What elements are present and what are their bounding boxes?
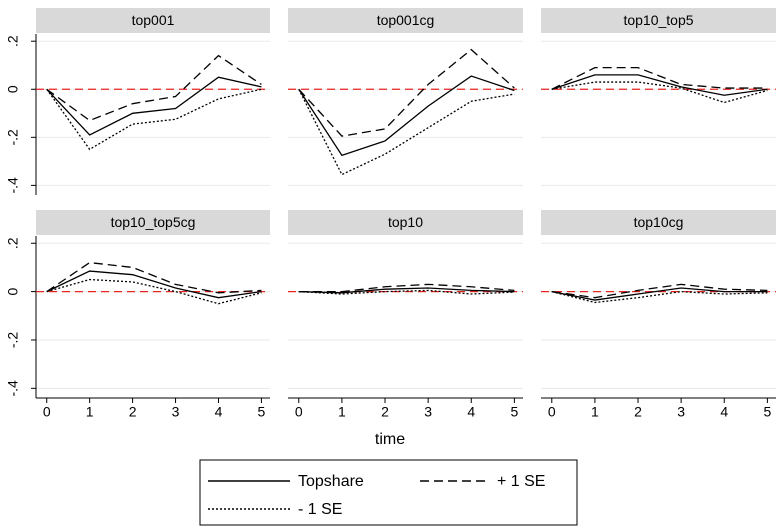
series-line — [551, 66, 768, 90]
y-tick-label: -.4 — [5, 177, 21, 194]
x-tick-label: 4 — [467, 404, 475, 420]
series-line — [46, 88, 262, 151]
x-axis-title: time — [375, 431, 405, 448]
panel-header — [288, 8, 523, 33]
y-tick-label: .2 — [5, 35, 21, 47]
x-tick-label: 2 — [129, 404, 137, 420]
series-line — [46, 278, 262, 305]
panel-header — [541, 8, 776, 33]
y-tick-label: 0 — [5, 288, 21, 296]
x-tick-label: 1 — [86, 404, 94, 420]
panel-title: top10_top5cg — [111, 214, 196, 230]
series-line — [298, 88, 515, 176]
x-tick-label: 5 — [258, 404, 266, 420]
x-tick-label: 0 — [548, 404, 556, 420]
panel-title: top001cg — [377, 12, 435, 28]
series-line — [298, 287, 515, 294]
series-line — [298, 283, 515, 293]
x-tick-label: 3 — [677, 404, 685, 420]
series-line — [46, 76, 262, 136]
panel-header — [36, 8, 270, 33]
series-line — [551, 74, 768, 96]
y-tick-label: .2 — [5, 237, 21, 249]
series-line — [551, 287, 768, 301]
panel-title: top001 — [132, 12, 175, 28]
y-tick-label: -.2 — [5, 332, 21, 349]
x-tick-label: 5 — [763, 404, 771, 420]
panel-header — [541, 210, 776, 235]
legend-label: + 1 SE — [497, 473, 545, 490]
x-tick-label: 1 — [338, 404, 346, 420]
series-line — [46, 54, 262, 122]
y-tick-label: -.4 — [5, 380, 21, 397]
series-line — [551, 283, 768, 299]
legend-label: - 1 SE — [298, 501, 342, 518]
panel-title: top10_top5 — [623, 12, 693, 28]
series-line — [46, 261, 262, 294]
x-tick-label: 4 — [215, 404, 223, 420]
y-tick-label: 0 — [5, 85, 21, 93]
panel-header — [36, 210, 270, 235]
x-tick-label: 1 — [591, 404, 599, 420]
y-tick-label: -.2 — [5, 129, 21, 146]
x-tick-label: 2 — [381, 404, 389, 420]
x-tick-label: 3 — [172, 404, 180, 420]
legend-label: Topshare — [298, 473, 364, 490]
series-line — [551, 81, 768, 104]
series-line — [46, 270, 262, 299]
x-tick-label: 5 — [510, 404, 518, 420]
series-line — [298, 75, 515, 157]
x-tick-label: 0 — [295, 404, 303, 420]
series-line — [551, 290, 768, 304]
x-tick-label: 4 — [720, 404, 728, 420]
panel-title: top10cg — [634, 214, 684, 230]
x-tick-label: 3 — [424, 404, 432, 420]
panel-title: top10 — [388, 214, 423, 230]
x-tick-label: 2 — [634, 404, 642, 420]
legend-box — [199, 459, 578, 526]
panel-header — [288, 210, 523, 235]
x-tick-label: 0 — [43, 404, 51, 420]
